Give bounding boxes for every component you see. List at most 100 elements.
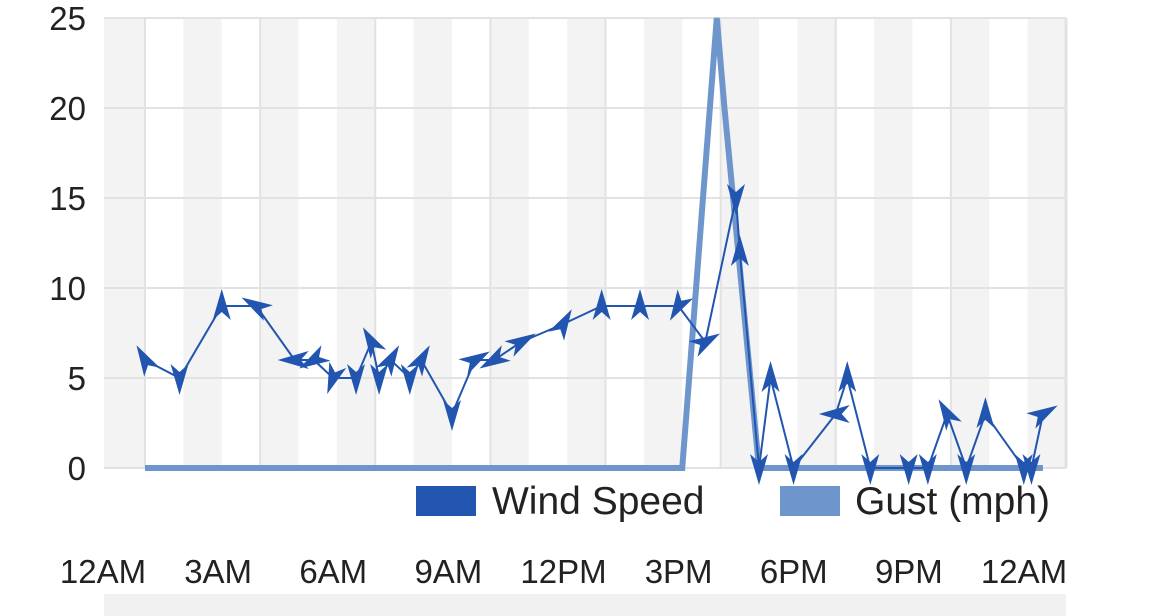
time-band [183,18,222,468]
wind-direction-arrow-icon [726,184,745,215]
wind-speed-point [592,289,611,320]
grid-lines [104,17,1068,469]
wind-speed-point [400,364,419,395]
wind-direction-arrow-icon [918,454,937,485]
wind-direction-arrow-icon [370,364,389,395]
wind-speed-point [861,454,880,485]
wind-direction-arrow-icon [479,345,511,369]
wind-direction-arrow-icon [406,345,430,377]
wind-speed-point [375,345,400,377]
wind-direction-arrow-icon [170,364,189,395]
time-band [1027,18,1066,468]
wind-speed-point [370,364,389,395]
time-band [104,18,145,468]
wind-direction-arrow-icon [458,351,490,375]
wind-speed-point [1026,405,1058,429]
wind-speed-point [669,289,694,321]
time-band [797,18,836,468]
wind-speed-point [957,454,976,485]
x-tick-label: 9PM [875,553,943,590]
legend-swatch-gust [780,486,840,516]
time-band [950,18,990,468]
y-axis-ticks: 0 5 10 15 20 25 [49,0,86,487]
wind-direction-arrow-icon [784,454,803,485]
time-bands [104,18,1066,468]
x-tick-label: 6AM [299,553,367,590]
time-band [643,18,683,468]
wind-speed-point [918,454,937,485]
wind-direction-arrow-icon [750,454,768,485]
time-band [413,18,452,468]
bottom-panel [104,594,1066,616]
wind-direction-arrow-icon [592,289,611,320]
wind-direction-arrow-icon [362,327,387,359]
wind-speed-point [730,235,749,266]
wind-direction-arrow-icon [761,361,780,392]
wind-speed-point [327,361,347,394]
x-tick-label: 12AM [60,553,146,590]
wind-speed-point [818,405,850,423]
x-tick-label: 3AM [184,553,252,590]
wind-speed-point [170,364,189,395]
x-tick-label: 12AM [981,553,1067,590]
wind-direction-arrow-icon [1026,405,1058,429]
wind-direction-arrow-icon [631,289,650,320]
y-tick-label: 25 [49,0,86,37]
wind-speed-point [688,333,720,357]
x-tick-label: 6PM [760,553,828,590]
wind-speed-point [479,345,511,369]
wind-speed-point [750,454,768,485]
time-band [567,18,606,468]
wind-speed-point [212,289,231,320]
wind-direction-arrow-icon [861,454,880,485]
wind-speed-point [136,345,160,377]
wind-direction-arrow-icon [277,351,309,369]
y-tick-label: 20 [49,90,86,127]
gust-line [145,17,1043,471]
time-band [260,18,299,468]
time-band [336,18,376,468]
wind-speed-point [784,454,803,485]
wind-speed-point [938,399,962,431]
wind-direction-arrow-icon [548,309,572,341]
wind-direction-arrow-icon [136,345,160,377]
wind-direction-arrow-icon [818,405,850,423]
wind-speed-point [899,454,918,485]
wind-direction-arrow-icon [1022,454,1041,485]
legend-label-gust: Gust (mph) [855,480,1050,523]
legend-swatch-wind-speed [416,486,476,516]
wind-direction-arrow-icon [375,345,400,377]
wind-speed-point [406,345,430,377]
wind-direction-arrow-icon [443,400,461,431]
wind-speed-point [362,327,387,359]
wind-speed-point [299,345,331,369]
legend: Wind Speed Gust (mph) [416,480,1050,523]
wind-speed-point [241,297,273,321]
time-band [874,18,913,468]
wind-speed-point [631,289,650,320]
x-tick-label: 12PM [520,553,606,590]
y-tick-label: 10 [49,270,86,307]
x-tick-label: 9AM [414,553,482,590]
y-tick-label: 5 [68,360,86,397]
wind-speed-series [136,184,1058,485]
wind-direction-arrow-icon [688,333,720,357]
y-tick-label: 15 [49,180,86,217]
wind-direction-arrow-icon [976,397,995,428]
legend-label-wind-speed: Wind Speed [492,480,704,523]
wind-speed-point [458,351,490,375]
y-tick-label: 0 [68,450,86,487]
x-axis-ticks: 12AM 3AM 6AM 9AM 12PM 3PM 6PM 9PM 12AM [60,553,1067,590]
wind-direction-arrow-icon [241,297,273,321]
wind-direction-arrow-icon [400,364,419,395]
x-tick-label: 3PM [645,553,713,590]
time-band [490,18,529,468]
wind-direction-arrow-icon [899,454,918,485]
wind-direction-arrow-icon [669,289,694,321]
wind-direction-arrow-icon [957,454,976,485]
wind-direction-arrow-icon [347,364,366,395]
wind-direction-arrow-icon [504,333,536,357]
wind-direction-arrow-icon [212,289,231,320]
wind-speed-point [976,397,995,428]
